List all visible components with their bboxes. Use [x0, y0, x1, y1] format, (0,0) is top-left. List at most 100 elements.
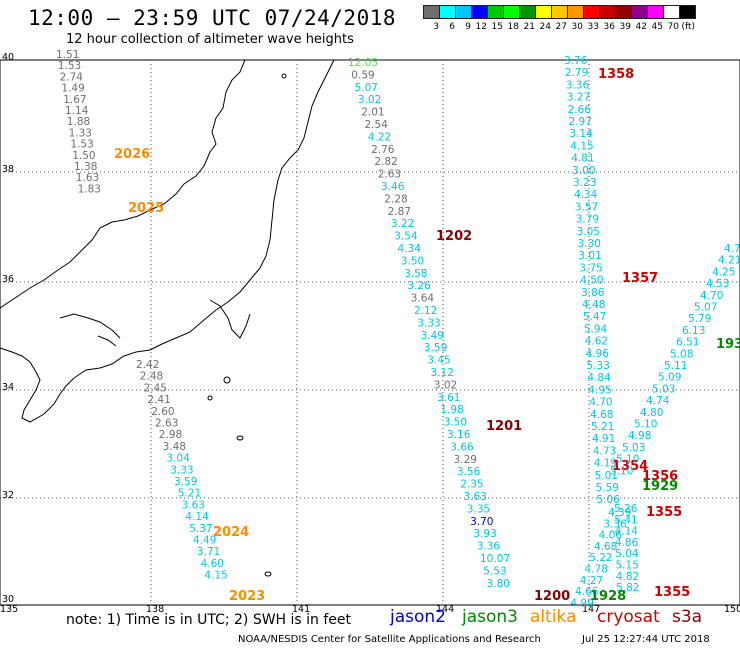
lon-tick-label: 135	[0, 604, 18, 615]
wave-height-label: 3.75	[579, 262, 602, 274]
wave-height-label: 3.76	[564, 55, 588, 67]
wave-height-label: 4.49	[193, 535, 216, 547]
wave-height-label: 2.48	[140, 371, 163, 383]
wave-height-label: 2.82	[374, 156, 397, 168]
pass-time-label: 1929	[642, 479, 678, 494]
wave-height-label: 2.97	[569, 116, 592, 128]
wave-height-label: 5.03	[622, 442, 645, 454]
wave-height-label: 5.10	[610, 465, 633, 477]
wave-height-label: 3.27	[567, 92, 590, 104]
wave-height-label: 5.79	[688, 313, 711, 325]
wave-height-label: 2.63	[155, 418, 178, 430]
wave-height-label: 3.48	[163, 441, 186, 453]
colorbar-label: 33	[587, 22, 599, 32]
wave-height-label: 3.36	[566, 79, 590, 91]
wave-height-label: 4.95	[588, 384, 611, 396]
map-title: 12:00 – 23:59 UTC 07/24/2018	[28, 6, 397, 30]
wave-height-label: 4.91	[592, 433, 615, 445]
pass-time-label: 1356	[642, 469, 678, 484]
pass-time-label: 2025	[128, 201, 164, 216]
wave-height-label: 4.70	[700, 290, 723, 302]
wave-height-label: 4.96	[586, 348, 610, 360]
lat-lon-grid	[0, 60, 740, 605]
altimeter-tracks: 1.511.532.741.491.671.141.881.331.531.50…	[56, 49, 740, 609]
credit-line: NOAA/NESDIS Center for Satellite Applica…	[238, 634, 541, 645]
wave-height-label: 5.21	[178, 488, 201, 500]
wave-height-label: 2.87	[388, 206, 411, 218]
wave-height-label: 3.23	[573, 177, 596, 189]
wave-height-label: 4.50	[580, 275, 603, 287]
wave-height-label: 3.86	[581, 287, 605, 299]
wave-height-label: 3.59	[174, 476, 197, 488]
wave-height-label: 3.01	[578, 250, 601, 262]
wave-height-label: 4.70	[589, 397, 612, 409]
wave-height-label: 3.46	[381, 181, 405, 193]
wave-height-label: 4.60	[201, 558, 224, 570]
legend-jason3: jason3	[462, 607, 518, 627]
colorbar-label: 9	[465, 22, 471, 32]
wave-height-label: 1.88	[67, 116, 90, 128]
footer-note: note: 1) Time is in UTC; 2) SWH is in fe…	[66, 612, 352, 628]
coastline	[0, 59, 335, 577]
wave-height-label: 4.62	[585, 336, 608, 348]
wave-height-label: 1.53	[58, 60, 81, 72]
colorbar-label: 15	[491, 22, 503, 32]
track-1201_1202: 12.050.595.073.022.012.544.222.762.822.6…	[348, 57, 570, 604]
wave-height-label: 3.33	[417, 317, 440, 329]
wave-height-label: 5.07	[355, 82, 378, 94]
colorbar-label: (ft)	[681, 22, 695, 32]
wave-height-label: 4.98	[628, 430, 651, 442]
wave-height-label: 5.04	[615, 548, 639, 560]
wave-height-label: 5.21	[591, 421, 614, 433]
lon-tick-label: 150	[724, 604, 740, 615]
wave-height-label: 3.04	[166, 453, 190, 465]
colorbar-label: 30	[571, 22, 583, 32]
wave-height-label: 4.48	[582, 299, 605, 311]
wave-height-label: 5.53	[483, 565, 506, 577]
wave-height-label: 3.35	[467, 503, 490, 515]
colorbar-label: 18	[507, 22, 519, 32]
wave-height-label: 4.06	[599, 530, 623, 542]
wave-height-label: 6.51	[676, 337, 699, 349]
wave-height-label: 4.22	[368, 131, 391, 143]
legend-jason2: jason2	[390, 607, 446, 627]
wave-height-label: 4.53	[706, 278, 729, 290]
pass-time-label: 1201	[486, 419, 522, 434]
wave-height-label: 5.06	[596, 494, 620, 506]
wave-height-label: 2.42	[136, 359, 159, 371]
wave-height-label: 6.13	[682, 325, 705, 337]
colorbar-label: 21	[523, 22, 535, 32]
wave-height-label: 3.45	[427, 355, 450, 367]
wave-height-label: 5.41	[614, 514, 637, 526]
lat-tick-label: 30	[2, 594, 14, 605]
wave-height-label: 2.76	[371, 144, 395, 156]
wave-height-label: 4.99	[570, 597, 593, 609]
wave-height-label: 3.58	[404, 268, 427, 280]
pass-time-label: 1354	[612, 459, 648, 474]
colorbar-label: 3	[433, 22, 439, 32]
wave-height-label: 2.45	[144, 382, 167, 394]
wave-height-label: 5.47	[583, 311, 606, 323]
wave-height-label: 3.14	[569, 128, 593, 140]
wave-height-label: 2.28	[384, 193, 407, 205]
lat-tick-label: 34	[2, 382, 14, 393]
wave-height-label: 2.63	[378, 169, 401, 181]
wave-height-label: 4.39	[608, 507, 631, 519]
credit-timestamp: Jul 25 12:27:44 UTC 2018	[582, 634, 710, 645]
wave-height-label: 5.03	[652, 383, 675, 395]
wave-height-label: 3.57	[575, 201, 598, 213]
colorbar-label: 36	[603, 22, 615, 32]
wave-height-label: 4.78	[585, 564, 608, 576]
wave-height-label: 2.54	[365, 119, 389, 131]
wave-height-label: 1.14	[65, 105, 89, 117]
pass-time-label: 1202	[436, 229, 472, 244]
wave-height-label: 5.22	[589, 552, 612, 564]
track-2025_2026: 1.511.532.741.491.671.141.881.331.531.50…	[56, 49, 164, 216]
wave-height-label: 5.10	[634, 419, 657, 431]
wave-height-label: 3.63	[464, 491, 487, 503]
track-1357_1358: 3.762.793.363.272.662.973.144.154.813.00…	[564, 55, 658, 506]
wave-height-label: 3.49	[421, 330, 444, 342]
wave-height-label: 5.82	[616, 582, 639, 594]
